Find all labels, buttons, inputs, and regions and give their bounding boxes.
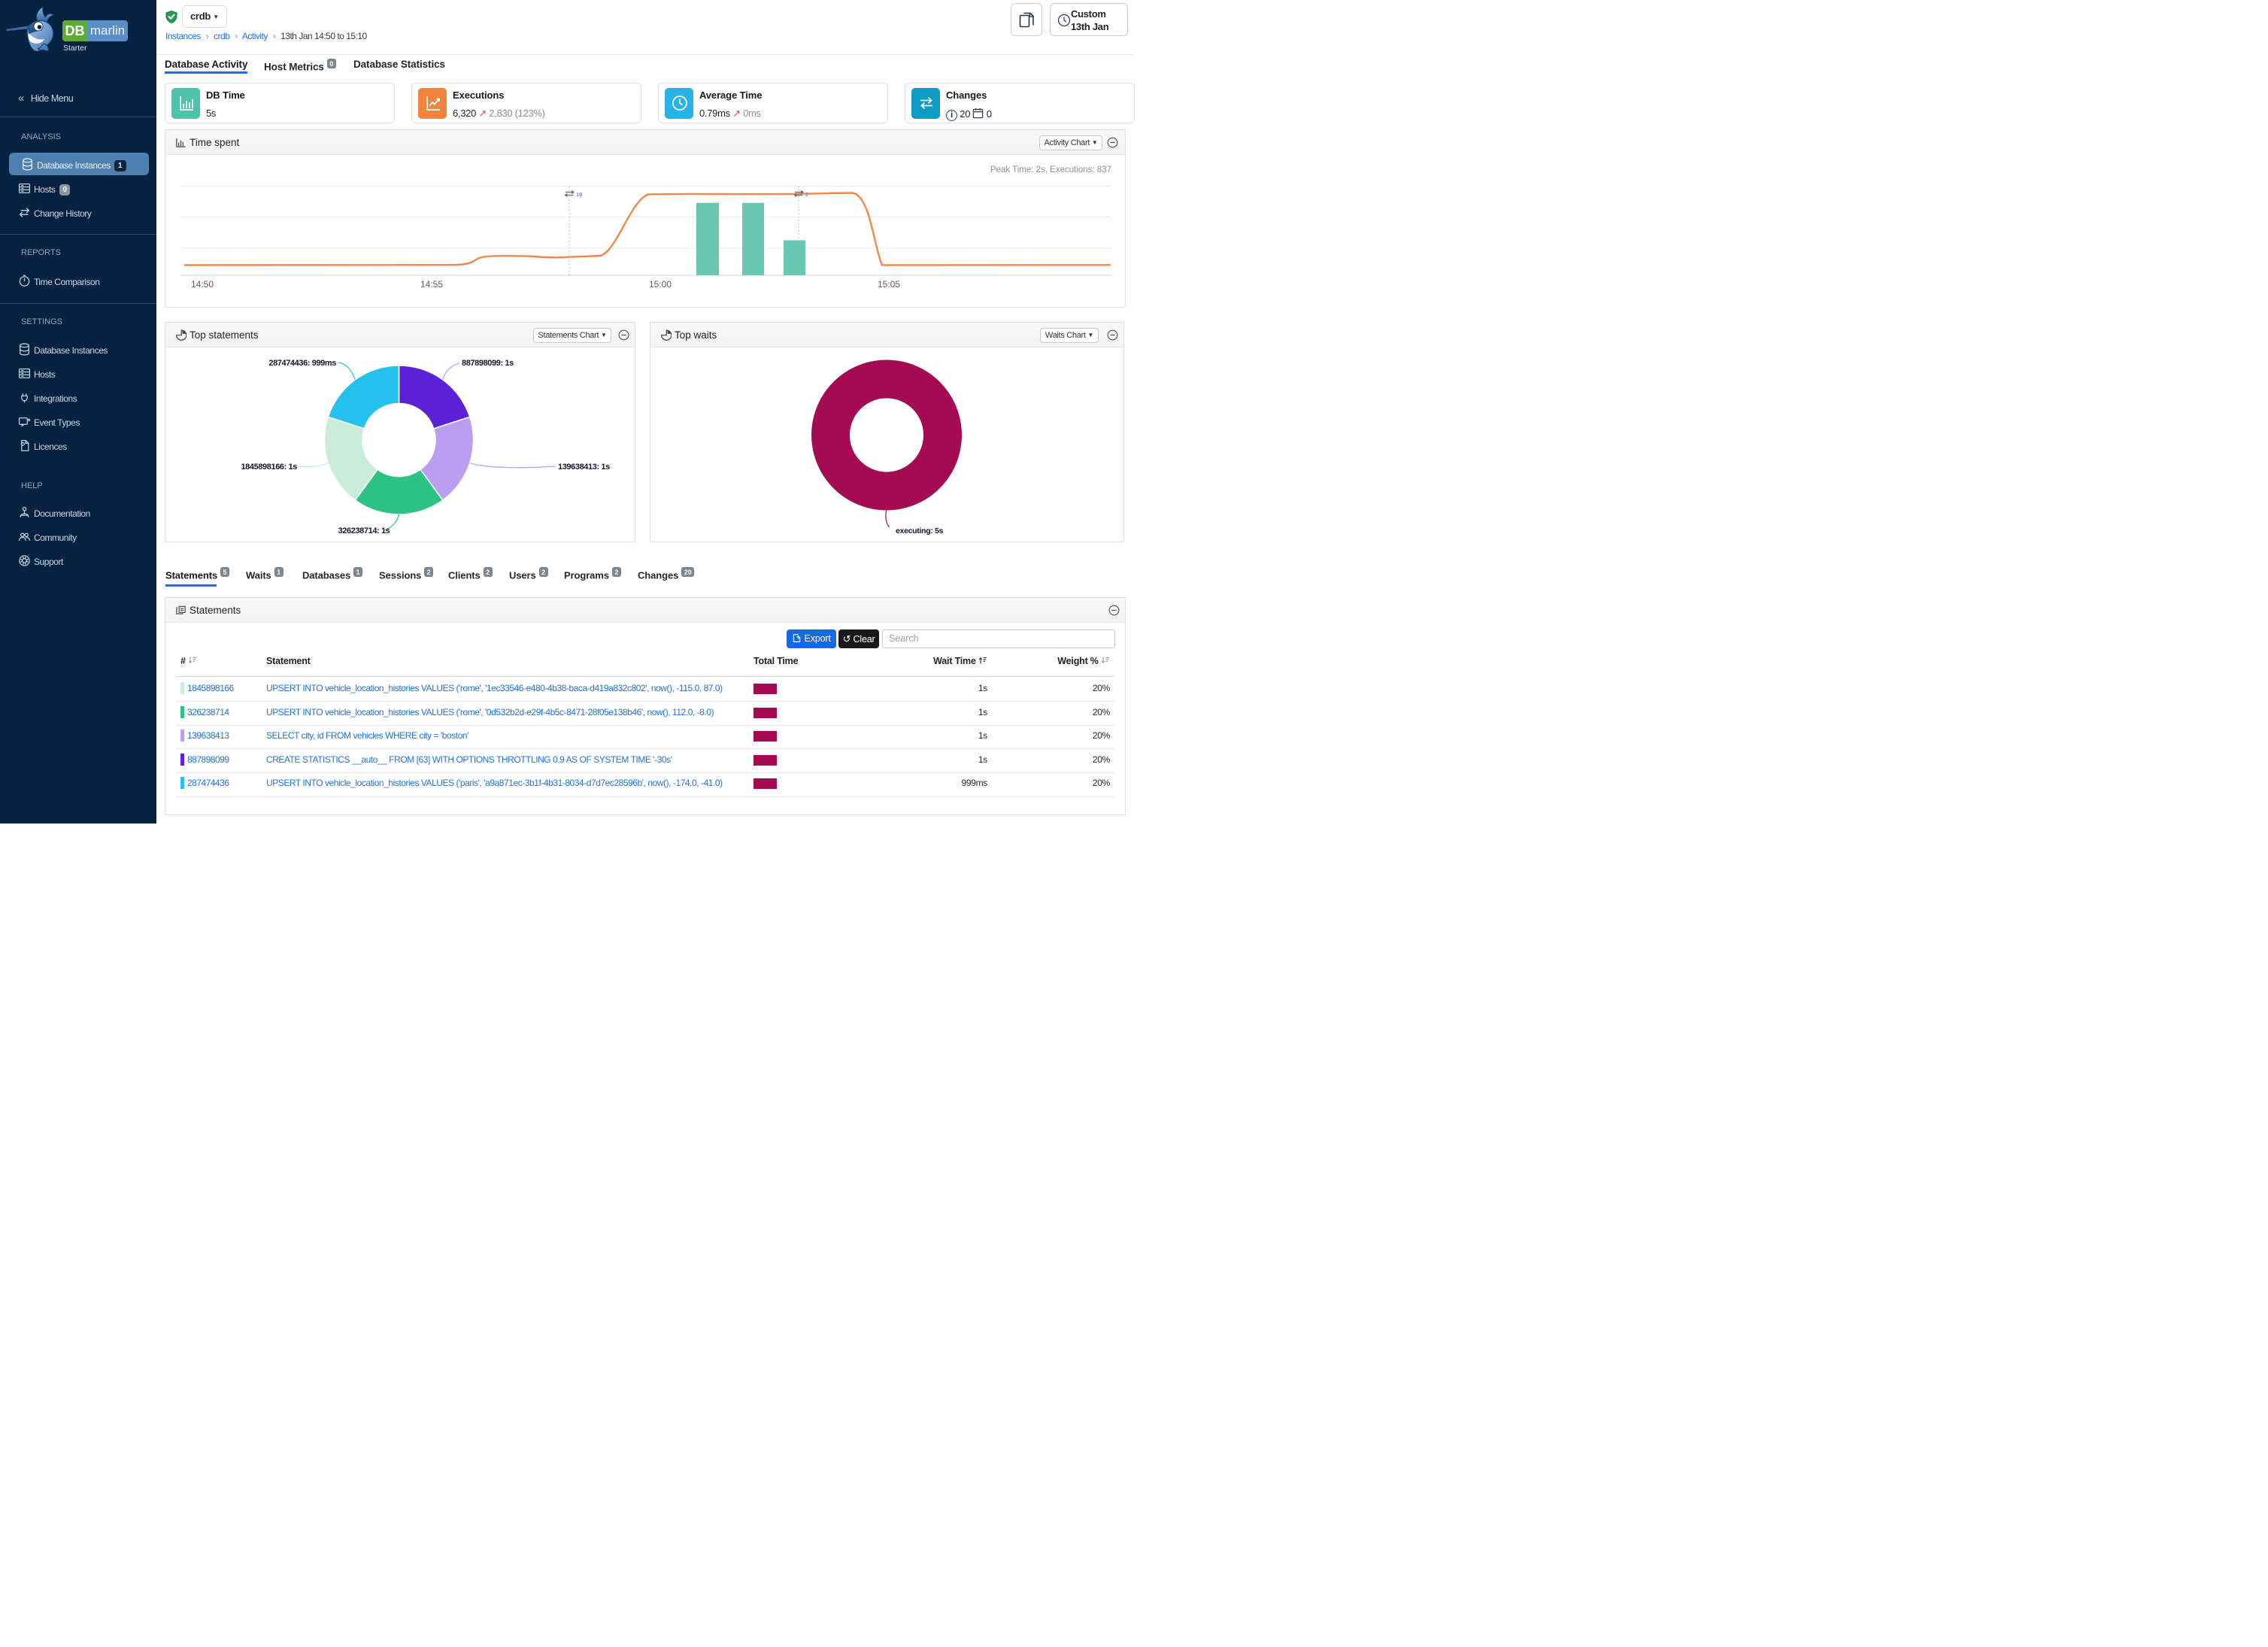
svg-text:18: 18 bbox=[576, 191, 582, 198]
svg-text:887898099: 1s: 887898099: 1s bbox=[462, 359, 514, 368]
svg-text:executing: 5s: executing: 5s bbox=[896, 526, 944, 535]
svg-text:15:00: 15:00 bbox=[649, 279, 672, 290]
svg-text:Peak Time: 2s, Executions: 837: Peak Time: 2s, Executions: 837 bbox=[990, 165, 1111, 174]
svg-text:14:55: 14:55 bbox=[420, 279, 443, 290]
svg-text:139638413: 1s: 139638413: 1s bbox=[558, 463, 610, 472]
svg-text:2: 2 bbox=[805, 191, 808, 198]
svg-text:15:05: 15:05 bbox=[878, 279, 900, 290]
svg-text:326238714: 1s: 326238714: 1s bbox=[338, 526, 390, 535]
svg-text:1845898166: 1s: 1845898166: 1s bbox=[241, 463, 297, 472]
svg-text:287474436: 999ms: 287474436: 999ms bbox=[268, 359, 336, 368]
svg-text:14:50: 14:50 bbox=[191, 279, 214, 290]
